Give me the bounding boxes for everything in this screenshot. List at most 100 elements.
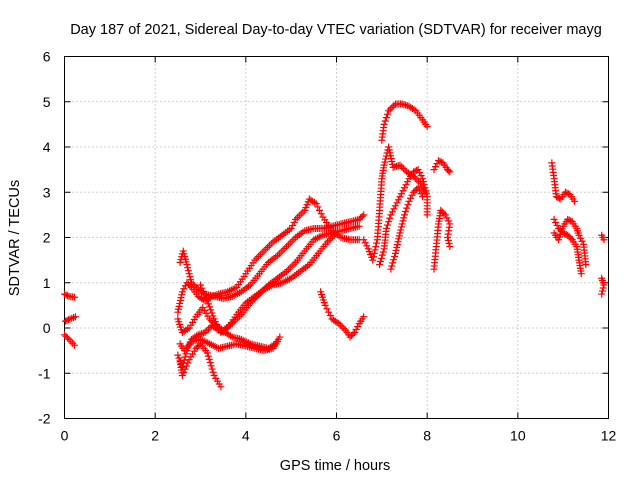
- data-point: [382, 224, 390, 232]
- data-point: [436, 157, 444, 165]
- data-point: [438, 208, 446, 216]
- data-point: [565, 233, 573, 241]
- data-point: [399, 187, 407, 195]
- data-point: [396, 161, 404, 169]
- data-point: [290, 260, 298, 268]
- data-point: [267, 240, 275, 248]
- data-point: [563, 189, 571, 197]
- data-point: [355, 222, 363, 230]
- data-point: [446, 168, 454, 176]
- data-point: [297, 210, 305, 218]
- data-point: [260, 247, 268, 255]
- data-point: [571, 197, 578, 205]
- data-point: [283, 243, 291, 251]
- x-tick-label: 12: [601, 428, 617, 444]
- data-point: [227, 332, 235, 340]
- data-point: [404, 201, 412, 209]
- data-point: [64, 316, 72, 324]
- data-point: [181, 365, 189, 373]
- data-point: [401, 184, 408, 192]
- data-point: [408, 191, 416, 199]
- data-point: [422, 187, 430, 195]
- data-point: [577, 234, 585, 242]
- data-point: [183, 261, 191, 269]
- data-point: [381, 158, 389, 166]
- data-point: [399, 217, 407, 225]
- data-point: [184, 280, 192, 288]
- data-point: [64, 334, 72, 342]
- data-point: [598, 290, 606, 298]
- data-point: [419, 193, 427, 201]
- data-point: [185, 270, 193, 278]
- x-tick-label: 4: [242, 428, 250, 444]
- data-track: [61, 331, 78, 349]
- data-point: [444, 234, 452, 241]
- data-point: [203, 297, 211, 305]
- data-point: [187, 276, 195, 284]
- data-track: [174, 195, 363, 316]
- data-point: [385, 218, 393, 226]
- data-point: [208, 365, 216, 373]
- data-point: [419, 175, 427, 183]
- data-point: [552, 193, 560, 201]
- data-point: [386, 214, 394, 222]
- data-point: [567, 217, 575, 225]
- data-point: [199, 287, 207, 295]
- data-point: [253, 254, 261, 262]
- data-point: [178, 372, 186, 380]
- data-point: [208, 309, 216, 317]
- data-point: [405, 197, 413, 205]
- data-point: [390, 102, 398, 110]
- data-point: [599, 284, 607, 292]
- data-point: [209, 368, 217, 376]
- data-point: [390, 256, 398, 264]
- data-point: [321, 301, 329, 309]
- data-point: [274, 338, 282, 346]
- data-point: [381, 117, 389, 125]
- data-point: [338, 323, 346, 331]
- y-tick-label: 1: [43, 275, 51, 291]
- data-point: [323, 238, 331, 246]
- x-tick-label: 8: [423, 428, 431, 444]
- data-point: [184, 359, 192, 367]
- data-point: [444, 217, 452, 225]
- data-point: [180, 285, 188, 293]
- data-point: [325, 236, 333, 244]
- data-point: [430, 166, 438, 174]
- data-point: [582, 261, 590, 269]
- data-point: [373, 239, 381, 247]
- data-track: [197, 231, 338, 337]
- data-point: [182, 362, 190, 370]
- data-track: [430, 157, 454, 176]
- data-point: [417, 190, 425, 198]
- data-point: [380, 161, 388, 169]
- data-point: [414, 184, 422, 192]
- data-point: [386, 105, 394, 113]
- data-point: [61, 317, 69, 325]
- data-point: [287, 224, 295, 232]
- x-tick-label: 10: [510, 428, 526, 444]
- data-point: [286, 264, 294, 272]
- data-point: [206, 359, 214, 367]
- data-point: [340, 325, 348, 333]
- data-point: [564, 231, 572, 239]
- data-point: [398, 163, 406, 171]
- data-track: [61, 290, 78, 301]
- data-point: [435, 157, 442, 165]
- data-point: [207, 362, 215, 370]
- data-point: [396, 193, 404, 201]
- data-point: [256, 251, 264, 259]
- data-point: [327, 235, 335, 243]
- data-point: [346, 333, 354, 341]
- data-point: [441, 211, 449, 219]
- y-tick-label: 6: [43, 49, 51, 65]
- data-point: [413, 185, 421, 193]
- data-point: [265, 242, 273, 250]
- y-tick-label: 2: [43, 230, 51, 246]
- data-point: [550, 215, 558, 223]
- data-point: [393, 199, 401, 207]
- data-point: [275, 250, 283, 258]
- data-track: [176, 335, 282, 355]
- data-point: [402, 181, 410, 189]
